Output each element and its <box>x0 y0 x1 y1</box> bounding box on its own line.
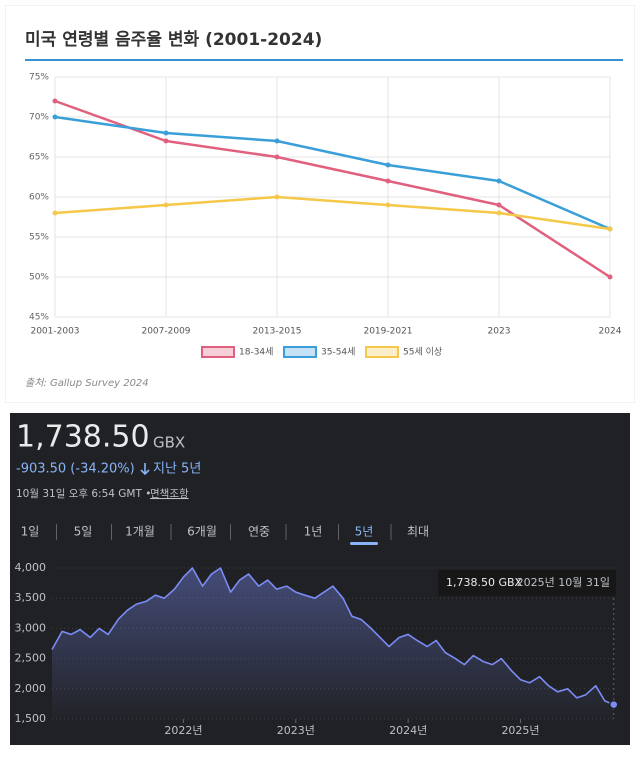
price-line <box>51 567 615 706</box>
x-tick-label: 2007-2009 <box>141 327 190 337</box>
drinking-chart: 미국 연령별 음주율 변화 (2001-2024) 45% 50% 55% 60% 65%… <box>5 5 635 403</box>
tab-underline <box>350 542 378 545</box>
y-tick-label: 3,000 <box>15 621 47 634</box>
tooltip-value: 1,738.50 GBX <box>446 576 523 589</box>
range-tab[interactable]: 5년 <box>355 525 374 539</box>
chart-title: 미국 연령별 음주율 변화 (2001-2024) <box>25 29 322 50</box>
legend-swatch <box>201 346 235 358</box>
currency: GBX <box>153 434 185 452</box>
point <box>163 138 169 144</box>
series-line <box>54 195 611 231</box>
range-tab[interactable]: 연중 <box>248 525 270 539</box>
y-tick-label: 2,000 <box>15 682 47 695</box>
legend-label: 35-54세 <box>321 347 355 358</box>
legend-swatch <box>365 346 399 358</box>
tooltip-date: 2025년 10월 31일 <box>517 575 610 589</box>
point <box>385 202 391 208</box>
y-tick-label: 70% <box>29 113 49 123</box>
point <box>496 202 502 208</box>
range-tab[interactable]: 6개월 <box>187 525 217 539</box>
y-tick-label: 50% <box>29 273 49 283</box>
y-tick-label: 3,500 <box>15 591 47 604</box>
timestamp: 10월 31일 오후 6:54 GMT • <box>16 487 151 500</box>
x-tick-label: 2024 <box>599 327 622 337</box>
y-tick-label: 1,500 <box>15 712 47 725</box>
card <box>5 5 635 403</box>
disclaimer[interactable]: 면책조항 <box>150 488 189 500</box>
price: 1,738.50 <box>16 420 150 455</box>
last-point <box>609 699 619 710</box>
point <box>163 130 169 136</box>
point <box>52 114 58 120</box>
point <box>496 178 502 184</box>
point <box>274 194 280 200</box>
x-tick-label: 2023년 <box>277 724 315 737</box>
point <box>607 226 613 232</box>
tooltip-box <box>438 570 616 596</box>
point <box>163 202 169 208</box>
y-tick-label: 65% <box>29 153 49 163</box>
range-tab[interactable]: 1일 <box>21 525 40 539</box>
x-tick-label: 2013-2015 <box>252 327 301 337</box>
range-tab[interactable]: 1년 <box>304 525 323 539</box>
point <box>52 210 58 216</box>
legend-label: 18-34세 <box>239 347 273 358</box>
y-tick-label: 60% <box>29 193 49 203</box>
point <box>607 274 613 280</box>
legend-label: 55세 이상 <box>403 347 442 358</box>
point <box>52 98 58 104</box>
point <box>274 154 280 160</box>
x-tick-label: 2022년 <box>164 724 202 737</box>
point <box>385 178 391 184</box>
source: 출처: Gallup Survey 2024 <box>25 377 149 389</box>
series-line <box>54 115 611 231</box>
range-tab[interactable]: 5일 <box>74 525 93 539</box>
legend-swatch <box>283 346 317 358</box>
y-tick-label: 55% <box>29 233 49 243</box>
area-fill <box>52 568 614 719</box>
point <box>274 138 280 144</box>
y-tick-label: 75% <box>29 73 49 83</box>
y-tick-label: 4,000 <box>15 561 47 574</box>
x-tick-label: 2023 <box>488 327 511 337</box>
point <box>496 210 502 216</box>
series-line <box>54 99 611 279</box>
x-tick-label: 2024년 <box>389 724 427 737</box>
change: -903.50 (-34.20%) <box>16 462 135 477</box>
period: 지난 5년 <box>153 462 201 477</box>
y-tick-label: 45% <box>29 313 49 323</box>
range-tab[interactable]: 최대 <box>407 525 429 539</box>
down-arrow <box>140 463 150 476</box>
y-tick-label: 2,500 <box>15 652 47 665</box>
range-tab[interactable]: 1개월 <box>125 525 155 539</box>
point <box>385 162 391 168</box>
x-tick-label: 2001-2003 <box>30 327 79 337</box>
x-tick-label: 2025년 <box>501 724 539 737</box>
x-tick-label: 2019-2021 <box>363 327 412 337</box>
